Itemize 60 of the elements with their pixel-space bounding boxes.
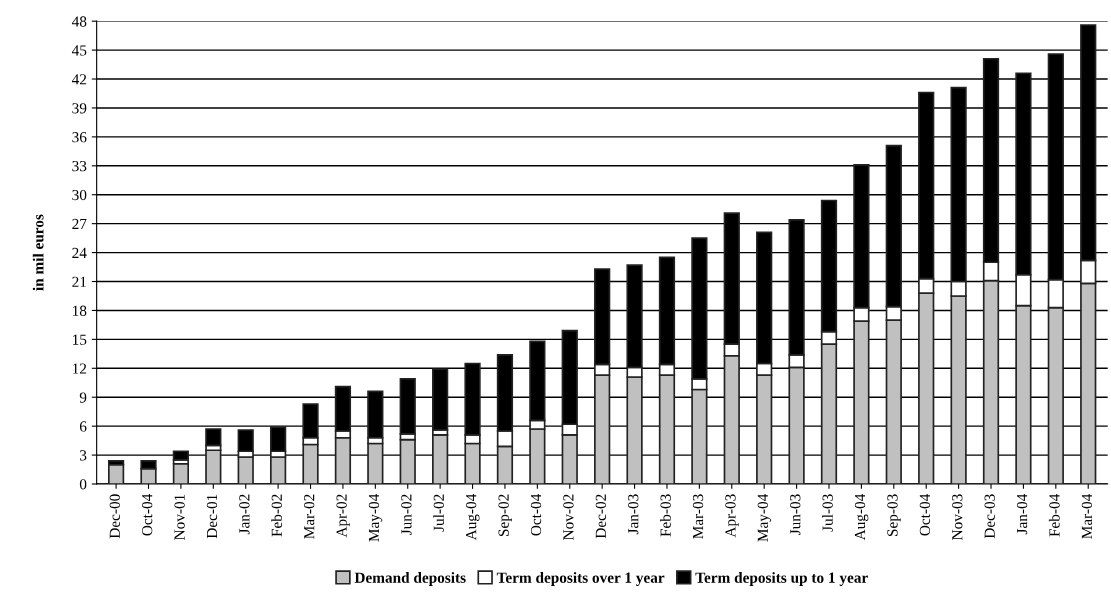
x-tick-label: Aug-04: [854, 493, 869, 541]
y-tick-label: 45: [71, 45, 87, 56]
x-tick-label: May-04: [368, 493, 383, 542]
x-tick-label: Oct-04: [919, 493, 931, 536]
x-tick-label: Dec-03: [984, 494, 995, 539]
x-tick-label: Mar-03: [692, 494, 704, 539]
bar: [334, 436, 352, 484]
x-tick-label: Oct-04: [142, 493, 153, 536]
y-tick-label: 30: [72, 189, 87, 201]
x-tick-label: Jul-03: [822, 494, 833, 532]
y-tick-label: 27: [72, 218, 87, 229]
x-tick-label: Dec-01: [206, 494, 218, 539]
y-tick-label: 15: [73, 334, 87, 345]
x-tick-label: Dec-02: [595, 494, 606, 539]
x-tick-label: May-04: [757, 493, 772, 542]
x-tick-label: Feb-03: [660, 494, 671, 537]
bar: [367, 442, 384, 484]
x-tick-label: Jul-02: [433, 494, 444, 532]
x-tick-label: Nov-01: [174, 494, 185, 540]
x-tick-label: Jun-02: [401, 494, 412, 535]
bar: [432, 433, 449, 484]
x-tick-label: Jan-03: [628, 494, 639, 535]
legend-label: Demand deposits: [354, 572, 466, 586]
x-tick-label: Jun-03: [790, 494, 801, 535]
y-axis-title: in mil euros: [32, 214, 44, 291]
y-tick-label: 6: [79, 421, 87, 432]
x-tick-label: Jan-04: [1016, 493, 1028, 535]
y-tick-label: 42: [71, 74, 87, 85]
bar: [399, 438, 416, 484]
x-tick-label: Apr-03: [725, 494, 739, 538]
y-tick-label: 24: [72, 247, 87, 258]
x-tick-label: Oct-04: [530, 493, 542, 536]
y-tick-label: 39: [72, 103, 87, 114]
bar: [237, 456, 254, 484]
bar: [205, 449, 222, 484]
y-tick-label: 33: [72, 160, 87, 172]
x-tick-label: Nov-03: [952, 494, 963, 540]
y-tick-label: 21: [72, 276, 87, 287]
y-tick-label: 36: [72, 132, 87, 143]
y-tick-label: 9: [79, 392, 87, 403]
legend-label: Term deposits up to 1 year: [695, 572, 868, 586]
legend-label: Term deposits over 1 year: [496, 572, 665, 586]
y-tick-label: 12: [73, 363, 87, 374]
x-tick-label: Dec-00: [109, 494, 120, 539]
x-tick-label: Apr-02: [336, 494, 350, 538]
y-tick-label: 18: [73, 305, 87, 316]
y-tick-label: 48: [71, 16, 87, 27]
x-tick-label: Jan-02: [239, 494, 250, 535]
x-tick-label: Nov-02: [563, 494, 574, 540]
x-tick-label: Feb-04: [1048, 493, 1060, 537]
x-tick-label: Sep-02: [498, 494, 512, 536]
y-tick-label: 3: [80, 450, 87, 461]
x-tick-label: Aug-04: [466, 493, 480, 541]
x-tick-label: Mar-02: [304, 494, 315, 539]
bar: [302, 443, 319, 484]
x-tick-label: Mar-04: [1081, 493, 1093, 539]
x-tick-label: Feb-02: [271, 494, 282, 537]
y-tick-label: 0: [79, 479, 87, 490]
x-tick-label: Sep-03: [887, 494, 901, 536]
bar: [269, 456, 287, 484]
